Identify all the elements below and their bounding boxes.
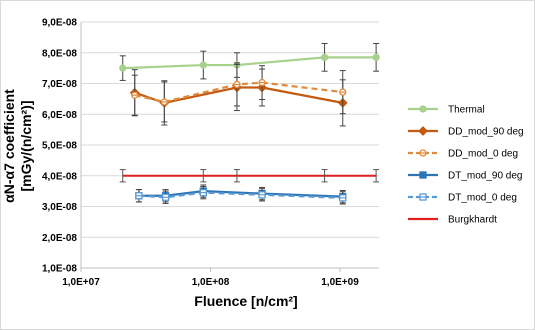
legend-item-thermal: Thermal (408, 105, 485, 116)
data-point (419, 171, 427, 179)
data-point (419, 105, 427, 113)
series-line (122, 56, 377, 70)
series-dd-mod-90-deg (129, 63, 348, 127)
legend-label: DD_mod_90 deg (448, 127, 524, 138)
legend-item-dd-mod-90-deg: DD_mod_90 deg (408, 126, 524, 138)
y-tick-label: 6,0E-08 (42, 110, 77, 121)
y-tick-label: 4,0E-08 (42, 171, 77, 182)
y-tick-label: 9,0E-08 (42, 18, 77, 29)
x-tick-labels: 1,0E+07 1,0E+08 1,0E+09 (62, 277, 359, 288)
legend-label: DD_mod_0 deg (448, 149, 518, 160)
x-tick-label: 1,0E+07 (62, 277, 100, 288)
legend-label: DT_mod_0 deg (448, 193, 517, 204)
series-dt-mod-0-deg (135, 186, 347, 205)
legend-item-burgkhardt: Burgkhardt (408, 215, 497, 226)
series-burgkhardt (119, 169, 380, 183)
y-tick-label: 5,0E-08 (42, 141, 77, 152)
data-point (320, 53, 329, 62)
y-axis-title-line2: [mGy/(n/cm²)] (18, 101, 34, 192)
y-tick-label: 7,0E-08 (42, 79, 77, 90)
legend-label: DT_mod_90 deg (448, 171, 523, 182)
data-point (418, 126, 428, 136)
x-tick-label: 1,0E+09 (321, 277, 359, 288)
y-tick-label: 1,0E-08 (42, 264, 77, 275)
legend-label: Burgkhardt (448, 215, 497, 226)
series-layer (119, 43, 380, 205)
y-tick-label: 3,0E-08 (42, 202, 77, 213)
data-point (372, 53, 380, 62)
y-axis-title: αN-α7 coefficient [mGy/(n/cm²)] (1, 89, 34, 203)
y-axis-title-line1: αN-α7 coefficient (1, 89, 17, 203)
x-axis-title: Fluence [n/cm²] (194, 293, 297, 309)
series-dd-mod-0-deg (131, 62, 347, 123)
gridlines (81, 21, 379, 269)
data-point (199, 61, 207, 69)
axes (80, 22, 379, 272)
series-thermal (119, 43, 380, 81)
legend: Thermal DD_mod_90 deg DD_mod_0 deg DT_mod_9… (408, 105, 524, 226)
y-tick-labels: 1,0E-08 2,0E-08 3,0E-08 4,0E-08 5,0E-08 6,0E-… (42, 18, 77, 275)
legend-item-dt-mod-0-deg: DT_mod_0 deg (408, 193, 517, 204)
x-tick-label: 1,0E+08 (192, 277, 230, 288)
legend-item-dt-mod-90-deg: DT_mod_90 deg (408, 171, 523, 182)
data-point (119, 64, 127, 72)
legend-label: Thermal (448, 105, 485, 116)
legend-item-dd-mod-0-deg: DD_mod_0 deg (408, 149, 518, 160)
y-tick-label: 8,0E-08 (42, 48, 77, 59)
y-tick-label: 2,0E-08 (42, 233, 77, 244)
